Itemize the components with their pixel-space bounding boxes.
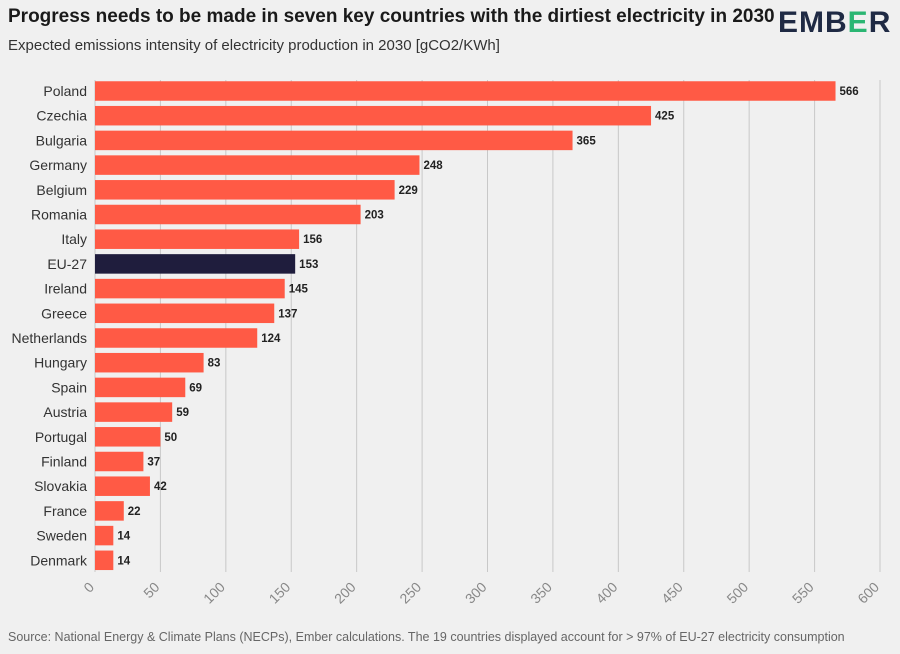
data-label: 22	[128, 506, 141, 518]
data-label: 145	[289, 284, 309, 296]
data-label: 229	[399, 185, 418, 197]
x-tick-label: 400	[593, 579, 621, 607]
bar-finland	[95, 451, 144, 472]
category-label: Finland	[41, 454, 87, 470]
bar-portugal	[95, 427, 161, 447]
x-tick-label: 150	[266, 579, 294, 607]
bar-italy	[95, 229, 300, 249]
category-label: Greece	[41, 305, 87, 321]
x-tick-label: 200	[331, 579, 359, 607]
data-label: 50	[164, 432, 177, 444]
category-label: Netherlands	[12, 330, 88, 346]
category-label: Denmark	[30, 552, 88, 568]
bar-ireland	[95, 278, 285, 299]
x-tick-label: 350	[527, 579, 555, 607]
category-label: Poland	[43, 83, 87, 99]
data-label: 137	[278, 308, 297, 320]
data-label: 153	[299, 259, 318, 271]
category-label: Sweden	[36, 528, 87, 544]
bar-greece	[95, 303, 275, 324]
x-tick-label: 550	[789, 579, 817, 607]
category-label: Czechia	[36, 108, 87, 124]
bar-bulgaria	[95, 130, 573, 151]
category-label: France	[43, 503, 87, 519]
data-label: 37	[147, 457, 160, 469]
bar-romania	[95, 204, 361, 225]
bar-czechia	[95, 105, 652, 126]
x-tick-label: 300	[462, 579, 490, 607]
data-label: 42	[154, 481, 167, 493]
x-tick-label: 500	[723, 579, 751, 607]
logo-part-1: EMB	[778, 6, 848, 39]
x-tick-label: 50	[140, 579, 162, 601]
bar-germany	[95, 155, 420, 175]
bar-belgium	[95, 180, 395, 200]
x-tick-label: 600	[854, 579, 882, 607]
data-label: 14	[117, 531, 130, 543]
data-label: 566	[840, 86, 859, 98]
category-label: Italy	[61, 231, 87, 247]
chart-title: Progress needs to be made in seven key c…	[8, 6, 775, 27]
bar-hungary	[95, 352, 204, 373]
bar-austria	[95, 402, 173, 422]
category-label: Ireland	[44, 281, 87, 297]
logo-part-2: R	[868, 6, 892, 39]
x-tick-label: 250	[396, 579, 424, 607]
bar-netherlands	[95, 328, 258, 348]
data-label: 124	[261, 333, 281, 345]
x-tick-label: 450	[658, 579, 686, 607]
source-note: Source: National Energy & Climate Plans …	[8, 630, 845, 644]
data-label: 59	[176, 407, 189, 419]
category-label: Romania	[31, 207, 87, 223]
category-label: Belgium	[36, 182, 87, 198]
data-label: 69	[189, 382, 202, 394]
logo-accent: E	[847, 6, 869, 39]
bar-sweden	[95, 525, 114, 546]
data-label: 365	[577, 135, 597, 147]
data-label: 425	[655, 111, 675, 123]
bar-france	[95, 501, 124, 521]
data-label: 14	[117, 555, 130, 567]
category-label: Portugal	[35, 429, 87, 445]
category-label: Germany	[29, 157, 87, 173]
data-label: 248	[423, 160, 443, 172]
category-label: Hungary	[34, 355, 87, 371]
bar-denmark	[95, 550, 114, 571]
bar-slovakia	[95, 476, 150, 496]
bar-poland	[95, 81, 836, 101]
category-label: Slovakia	[34, 478, 87, 494]
category-label: Spain	[51, 379, 87, 395]
bar-eu-27	[95, 254, 296, 274]
data-label: 156	[303, 234, 322, 246]
bar-spain	[95, 377, 186, 398]
chart-subtitle: Expected emissions intensity of electric…	[8, 37, 500, 54]
category-label: EU-27	[47, 256, 87, 272]
x-tick-label: 100	[200, 579, 228, 607]
data-label: 83	[208, 358, 221, 370]
category-label: Austria	[43, 404, 87, 420]
data-label: 203	[365, 210, 384, 222]
category-label: Bulgaria	[36, 132, 88, 148]
x-tick-label: 0	[80, 579, 97, 596]
ember-logo: EMBER	[778, 6, 891, 40]
